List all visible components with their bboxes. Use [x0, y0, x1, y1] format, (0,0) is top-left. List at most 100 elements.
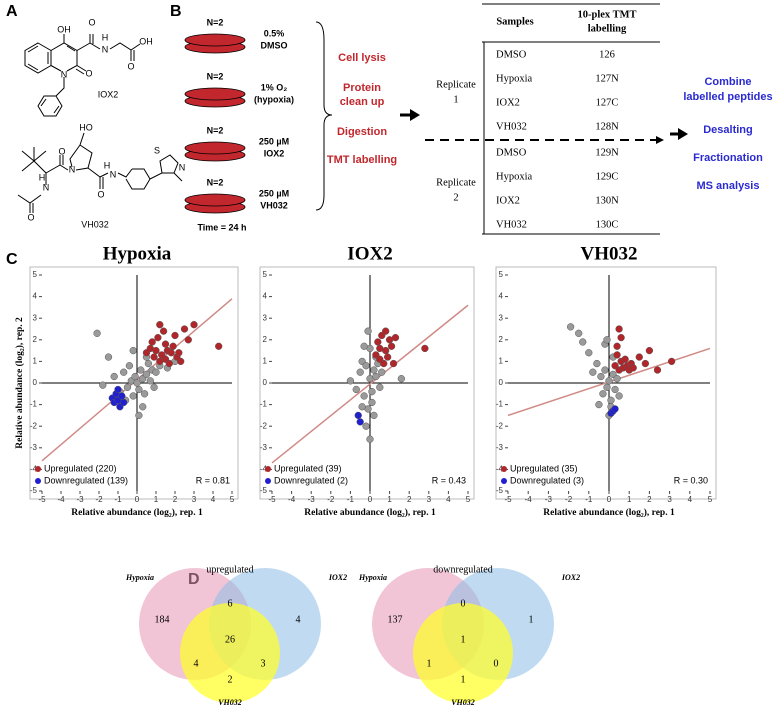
point — [370, 411, 378, 420]
x-tick-label: -5 — [38, 495, 46, 504]
x-tick-label: -3 — [308, 495, 316, 504]
y-tick-label: -1 — [496, 400, 504, 409]
point — [372, 372, 380, 381]
venn-count: 2 — [228, 674, 233, 685]
legend-label: Upregulated (35) — [510, 463, 578, 473]
table-cell: 129C — [596, 171, 619, 182]
point — [593, 359, 601, 368]
y-tick-label: -2 — [496, 421, 504, 430]
workflow-step: Digestion — [337, 126, 387, 138]
x-tick-label: 4 — [688, 495, 693, 504]
y-tick-label: 5 — [33, 270, 38, 279]
plot-frame — [259, 266, 475, 500]
point — [120, 398, 128, 407]
replicate-label: 2 — [453, 192, 458, 203]
point — [621, 355, 629, 363]
point — [360, 342, 368, 350]
x-tick-label: 5 — [466, 495, 471, 504]
legend-swatch — [501, 466, 507, 472]
atom-label: O — [58, 146, 65, 156]
point — [579, 338, 587, 346]
point — [190, 321, 198, 329]
x-tick-label: -4 — [525, 495, 533, 504]
atom-label: N — [102, 44, 109, 54]
x-tick-label: 0 — [607, 495, 612, 504]
workflow-step: TMT labelling — [327, 154, 397, 166]
point — [566, 323, 575, 331]
point — [354, 411, 362, 420]
plot-frame — [29, 266, 239, 500]
point — [368, 398, 376, 407]
table-cell: DMSO — [496, 147, 527, 158]
legend-swatch — [265, 466, 271, 472]
x-tick-label: 2 — [407, 495, 412, 504]
point — [667, 357, 676, 366]
workflow-step: MS analysis — [697, 180, 760, 192]
table-header: Samples — [496, 16, 533, 27]
venn-count: 4 — [194, 658, 199, 669]
point — [629, 364, 637, 372]
point — [137, 366, 145, 374]
venn-count: 1 — [461, 634, 466, 645]
x-tick-label: 1 — [154, 495, 159, 504]
point — [184, 336, 192, 344]
point — [144, 359, 153, 368]
point — [376, 383, 384, 391]
point — [142, 370, 151, 379]
point — [93, 329, 101, 337]
point — [165, 359, 173, 368]
venn-count: 6 — [228, 598, 233, 609]
legend-swatch — [501, 478, 507, 484]
y-tick-label: -1 — [260, 400, 268, 409]
point — [125, 362, 134, 370]
y-tick-label: 3 — [499, 313, 504, 322]
point — [362, 422, 370, 430]
y-tick-label: 2 — [263, 335, 268, 344]
annotation: R = 0.43 — [432, 475, 466, 485]
bond — [45, 132, 93, 174]
point — [150, 353, 158, 361]
x-tick-label: -5 — [504, 495, 512, 504]
legend-label: Upregulated (220) — [44, 463, 117, 473]
workflow-step: Protein — [343, 82, 381, 94]
panel-label: B — [170, 3, 182, 20]
replicate-label: Replicate — [436, 79, 476, 90]
point — [110, 372, 118, 381]
point — [378, 368, 386, 376]
legend-label: Downregulated (3) — [510, 475, 584, 485]
point — [175, 349, 183, 357]
point — [421, 344, 429, 353]
x-tick-label: 3 — [667, 495, 672, 504]
x-tick-label: -1 — [585, 495, 593, 504]
x-tick-label: 4 — [211, 495, 216, 504]
x-axis-label: Relative abundance (log₂), rep. 1 — [71, 507, 203, 518]
point — [380, 359, 388, 368]
y-tick-label: -3 — [30, 443, 38, 452]
table-header: 10-plex TMT — [577, 9, 636, 20]
point — [387, 342, 396, 350]
point — [613, 342, 621, 350]
point — [641, 359, 650, 368]
venn-set — [413, 603, 513, 703]
chart-title: VH032 — [581, 243, 638, 264]
y-tick-label: -4 — [260, 465, 268, 474]
workflow-step: Fractionation — [693, 152, 763, 164]
venn-count: 26 — [225, 634, 235, 645]
y-tick-label: 1 — [263, 357, 268, 366]
point — [615, 325, 623, 333]
condition: IOX2 — [264, 148, 285, 158]
atom-label: O — [85, 68, 92, 78]
table-cell: 129N — [595, 147, 619, 158]
venn-count: 1 — [529, 614, 534, 625]
dish-count: N=2 — [207, 71, 224, 81]
bond — [75, 34, 141, 75]
dish — [184, 33, 246, 47]
point — [397, 375, 406, 383]
x-tick-label: 0 — [135, 495, 140, 504]
condition: 0.5% — [264, 28, 285, 38]
point — [362, 362, 370, 370]
venn-count: 1 — [461, 674, 466, 685]
legend-label: Downregulated (139) — [44, 475, 128, 485]
x-tick-label: -1 — [347, 495, 355, 504]
